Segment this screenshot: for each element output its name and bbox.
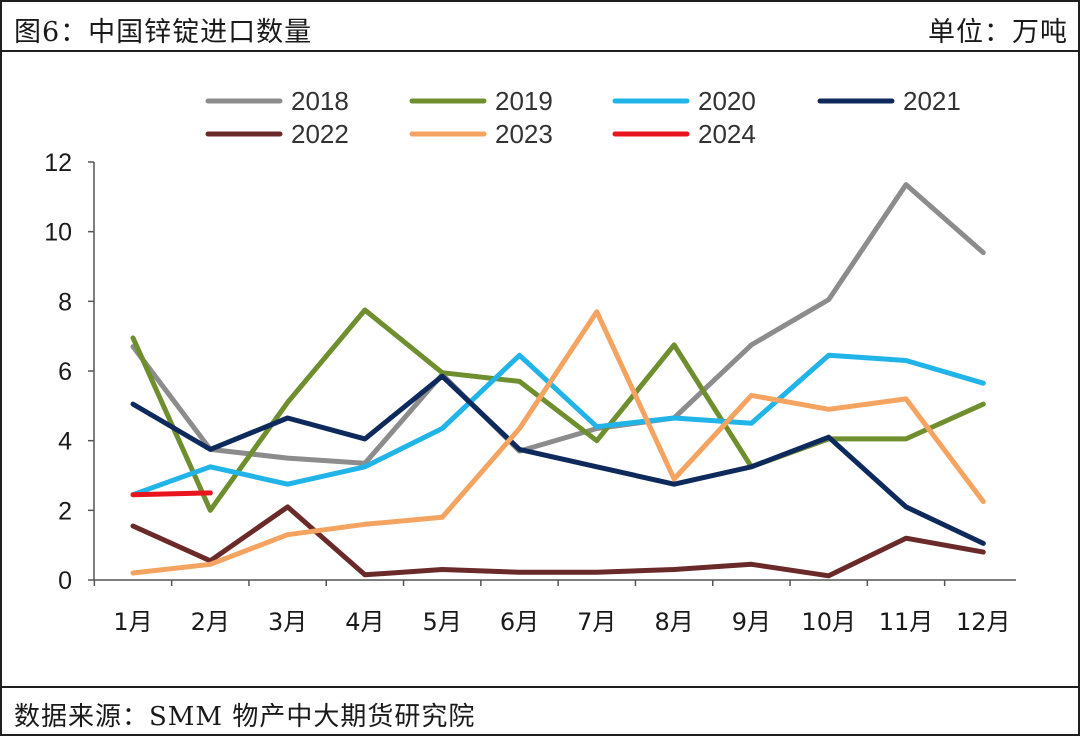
- x-tick-label: 3月: [268, 608, 307, 636]
- legend-label-2022: 2022: [291, 119, 349, 149]
- unit-label: 单位：万吨: [928, 17, 1068, 48]
- series-line-2024: [130, 490, 213, 498]
- series-lines: [130, 182, 986, 579]
- x-tick-label: 5月: [423, 608, 462, 636]
- series-line-2020: [130, 352, 986, 498]
- y-tick-label: 8: [58, 288, 72, 316]
- x-tick-label: 11月: [879, 608, 934, 636]
- y-tick-label: 4: [58, 428, 72, 456]
- x-tick-label: 12月: [956, 608, 1011, 636]
- x-tick-label: 7月: [577, 608, 616, 636]
- figure-header: 图6：中国锌锭进口数量 单位：万吨: [2, 2, 1078, 52]
- series-line-2021: [130, 373, 986, 546]
- x-tick-label: 2月: [191, 608, 230, 636]
- legend-label-2019: 2019: [495, 86, 553, 116]
- legend-label-2023: 2023: [495, 119, 553, 149]
- x-tick-label: 9月: [732, 608, 771, 636]
- x-tick-label: 10月: [801, 608, 856, 636]
- x-tick-label: 8月: [654, 608, 693, 636]
- source-label: 数据来源：SMM 物产中大期货研究院: [14, 702, 476, 732]
- series-line-2018: [130, 182, 986, 466]
- series-line-2019: [130, 307, 986, 513]
- y-tick-label: 12: [44, 149, 72, 177]
- y-tick-label: 2: [58, 497, 72, 525]
- legend: 2018 2019 2020 2021 2022 2023 2024: [205, 86, 961, 149]
- series-line-2022: [130, 504, 986, 579]
- line-chart: 0 2 4 6 8 10 12 1月 2月 3月 4月 5月 6月 7月 8月 9月 10月 11月 12月 201…: [44, 86, 1016, 636]
- figure-footer: 数据来源：SMM 物产中大期货研究院: [2, 686, 1078, 734]
- y-tick-label: 0: [58, 567, 72, 595]
- legend-label-2018: 2018: [291, 86, 349, 116]
- x-tick-label: 4月: [345, 608, 384, 636]
- series-line-2023: [130, 309, 986, 576]
- y-tick-label: 10: [44, 219, 72, 247]
- axes: 0 2 4 6 8 10 12 1月 2月 3月 4月 5月 6月 7月 8月 9月 10月 11月 12月: [44, 149, 1016, 636]
- figure-title: 图6：中国锌锭进口数量: [14, 17, 313, 48]
- legend-label-2020: 2020: [698, 86, 756, 116]
- x-tick-label: 6月: [500, 608, 539, 636]
- x-tick-label: 1月: [113, 608, 152, 636]
- legend-label-2021: 2021: [903, 86, 961, 116]
- legend-label-2024: 2024: [698, 119, 756, 149]
- y-tick-label: 6: [58, 358, 72, 386]
